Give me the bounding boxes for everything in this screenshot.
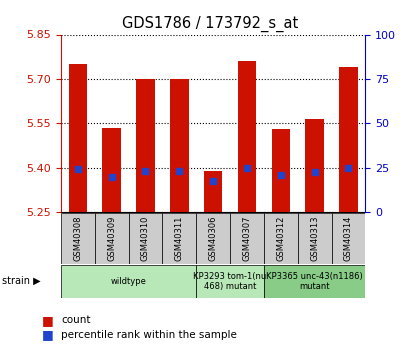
Bar <box>102 128 121 212</box>
Bar <box>196 265 264 298</box>
Bar <box>238 61 256 212</box>
Bar <box>95 213 129 264</box>
Text: strain ▶: strain ▶ <box>2 276 41 286</box>
Text: GSM40309: GSM40309 <box>107 216 116 261</box>
Bar <box>61 213 95 264</box>
Text: GSM40312: GSM40312 <box>276 216 285 261</box>
Text: GSM40310: GSM40310 <box>141 216 150 261</box>
Bar <box>339 67 358 212</box>
Bar <box>305 119 324 212</box>
Text: wildtype: wildtype <box>110 277 147 286</box>
Text: GSM40313: GSM40313 <box>310 216 319 261</box>
Bar <box>264 213 298 264</box>
Bar <box>331 213 365 264</box>
Text: GSM40308: GSM40308 <box>74 216 82 261</box>
Text: ■: ■ <box>42 328 54 341</box>
Text: GSM40311: GSM40311 <box>175 216 184 261</box>
Text: ■: ■ <box>42 314 54 327</box>
Bar <box>271 129 290 212</box>
Text: KP3293 tom-1(nu
468) mutant: KP3293 tom-1(nu 468) mutant <box>194 272 267 291</box>
Bar <box>196 213 230 264</box>
Bar <box>68 64 87 212</box>
Text: GDS1786 / 173792_s_at: GDS1786 / 173792_s_at <box>122 16 298 32</box>
Bar <box>163 213 196 264</box>
Bar <box>129 213 163 264</box>
Text: GSM40314: GSM40314 <box>344 216 353 261</box>
Text: KP3365 unc-43(n1186)
mutant: KP3365 unc-43(n1186) mutant <box>266 272 363 291</box>
Text: percentile rank within the sample: percentile rank within the sample <box>61 330 237 339</box>
Bar <box>298 213 331 264</box>
Bar <box>230 213 264 264</box>
Bar <box>264 265 365 298</box>
Text: GSM40306: GSM40306 <box>209 216 218 261</box>
Bar <box>136 79 155 212</box>
Text: count: count <box>61 315 90 325</box>
Bar <box>170 79 189 212</box>
Text: GSM40307: GSM40307 <box>242 216 252 261</box>
Bar <box>204 171 223 212</box>
Bar <box>61 265 196 298</box>
